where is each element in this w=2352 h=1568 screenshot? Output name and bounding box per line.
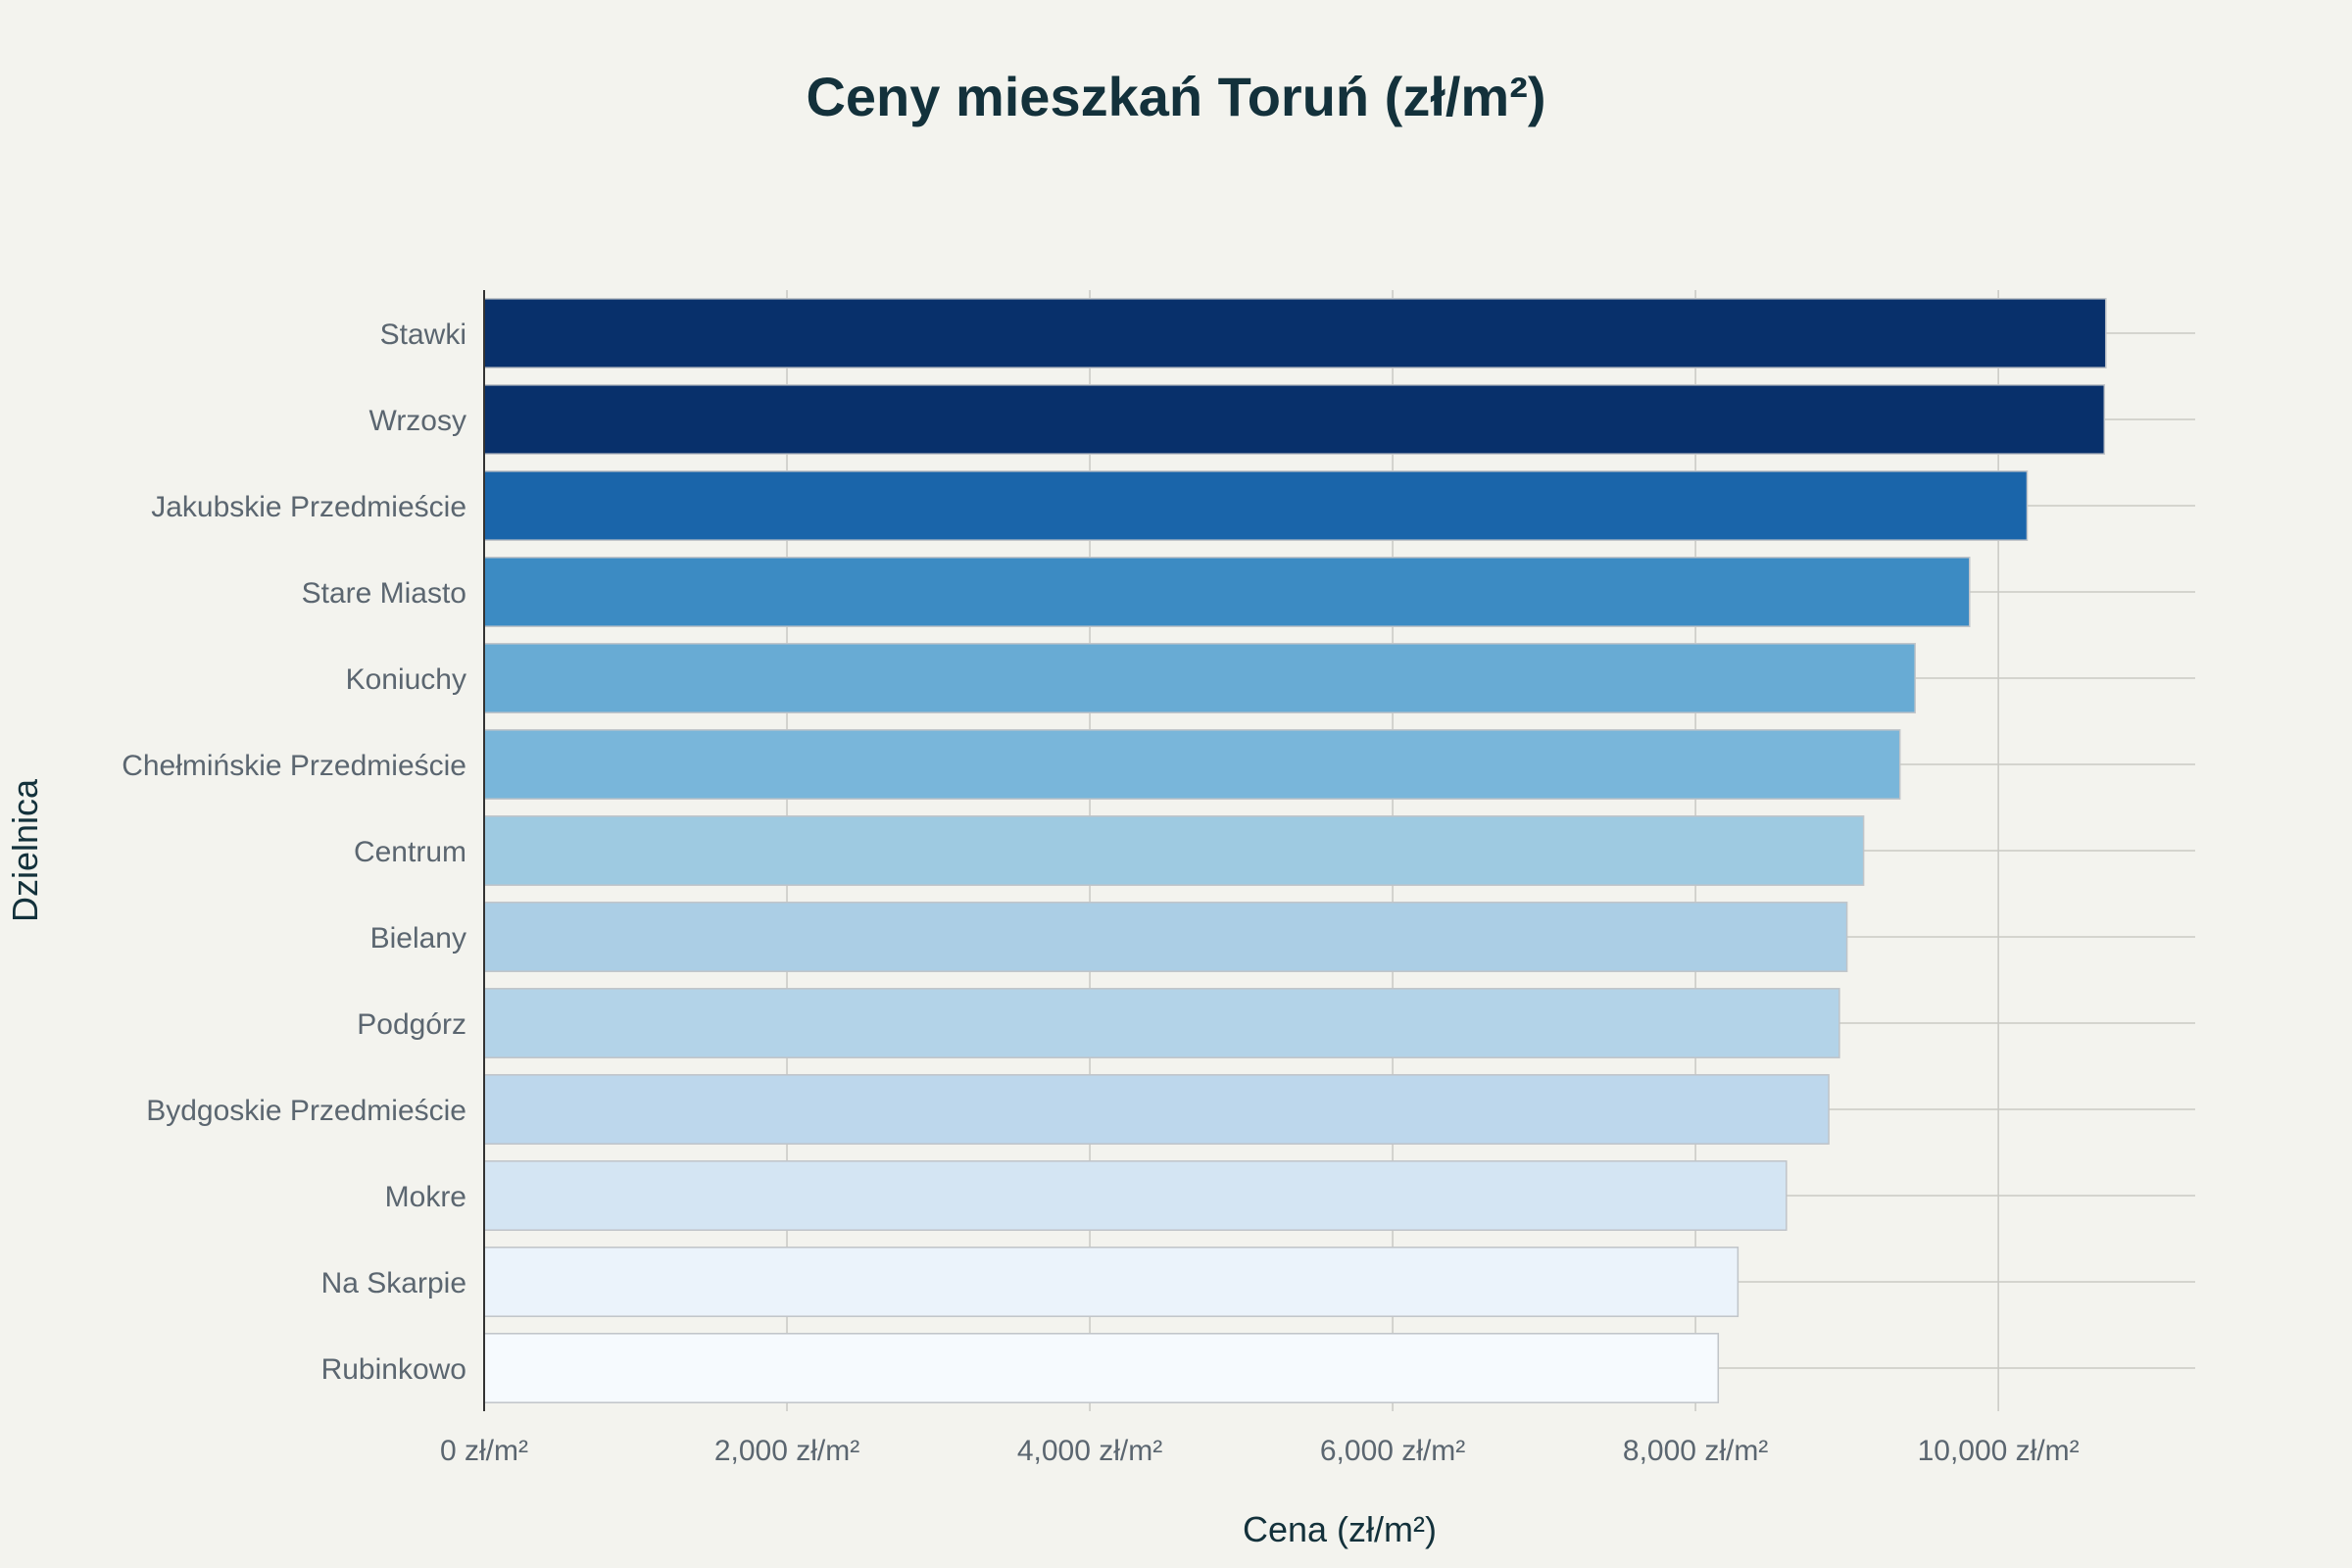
category-label-4: Koniuchy bbox=[346, 663, 466, 696]
category-label-3: Stare Miasto bbox=[302, 577, 466, 610]
category-label-5: Chełmińskie Przedmieście bbox=[122, 750, 466, 782]
x-tick-label-3: 6,000 zł/m² bbox=[1320, 1435, 1465, 1467]
x-tick-labels: 0 zł/m² 2,000 zł/m² 4,000 zł/m² 6,000 zł/m²… bbox=[440, 1435, 2080, 1467]
bars bbox=[483, 298, 2107, 1403]
x-axis-title: Cena (zł/m²) bbox=[1243, 1509, 1437, 1549]
x-tick-label-5: 10,000 zł/m² bbox=[1918, 1435, 2080, 1467]
bar-10 bbox=[483, 1160, 1788, 1231]
bar-9 bbox=[483, 1074, 1830, 1145]
category-label-11: Na Skarpie bbox=[321, 1267, 466, 1299]
bar-7 bbox=[483, 902, 1848, 972]
category-labels: Stawki Wrzosy Jakubskie Przedmieście Stare … bbox=[122, 318, 466, 1386]
bar-12 bbox=[483, 1333, 1720, 1403]
x-tick-label-2: 4,000 zł/m² bbox=[1017, 1435, 1162, 1467]
x-tick-label-1: 2,000 zł/m² bbox=[714, 1435, 859, 1467]
bar-11 bbox=[483, 1247, 1740, 1317]
chart-title: Ceny mieszkań Toruń (zł/m²) bbox=[806, 66, 1545, 127]
bar-3 bbox=[483, 557, 1971, 627]
bar-4 bbox=[483, 643, 1916, 713]
category-label-8: Podgórz bbox=[357, 1008, 466, 1041]
category-label-0: Stawki bbox=[380, 318, 466, 351]
bar-8 bbox=[483, 988, 1840, 1058]
bar-5 bbox=[483, 729, 1901, 800]
y-axis-title: Dzielnica bbox=[5, 778, 45, 922]
x-tick-label-0: 0 zł/m² bbox=[440, 1435, 528, 1467]
category-label-1: Wrzosy bbox=[369, 405, 466, 437]
category-label-7: Bielany bbox=[370, 922, 466, 955]
category-label-9: Bydgoskie Przedmieście bbox=[146, 1095, 466, 1127]
category-label-12: Rubinkowo bbox=[321, 1353, 466, 1386]
category-label-2: Jakubskie Przedmieście bbox=[151, 491, 466, 523]
bar-6 bbox=[483, 815, 1865, 886]
bar-0 bbox=[483, 298, 2107, 368]
category-label-10: Mokre bbox=[385, 1181, 466, 1213]
bar-1 bbox=[483, 384, 2106, 455]
bar-2 bbox=[483, 470, 2029, 541]
category-label-6: Centrum bbox=[354, 836, 466, 868]
x-tick-label-4: 8,000 zł/m² bbox=[1623, 1435, 1768, 1467]
